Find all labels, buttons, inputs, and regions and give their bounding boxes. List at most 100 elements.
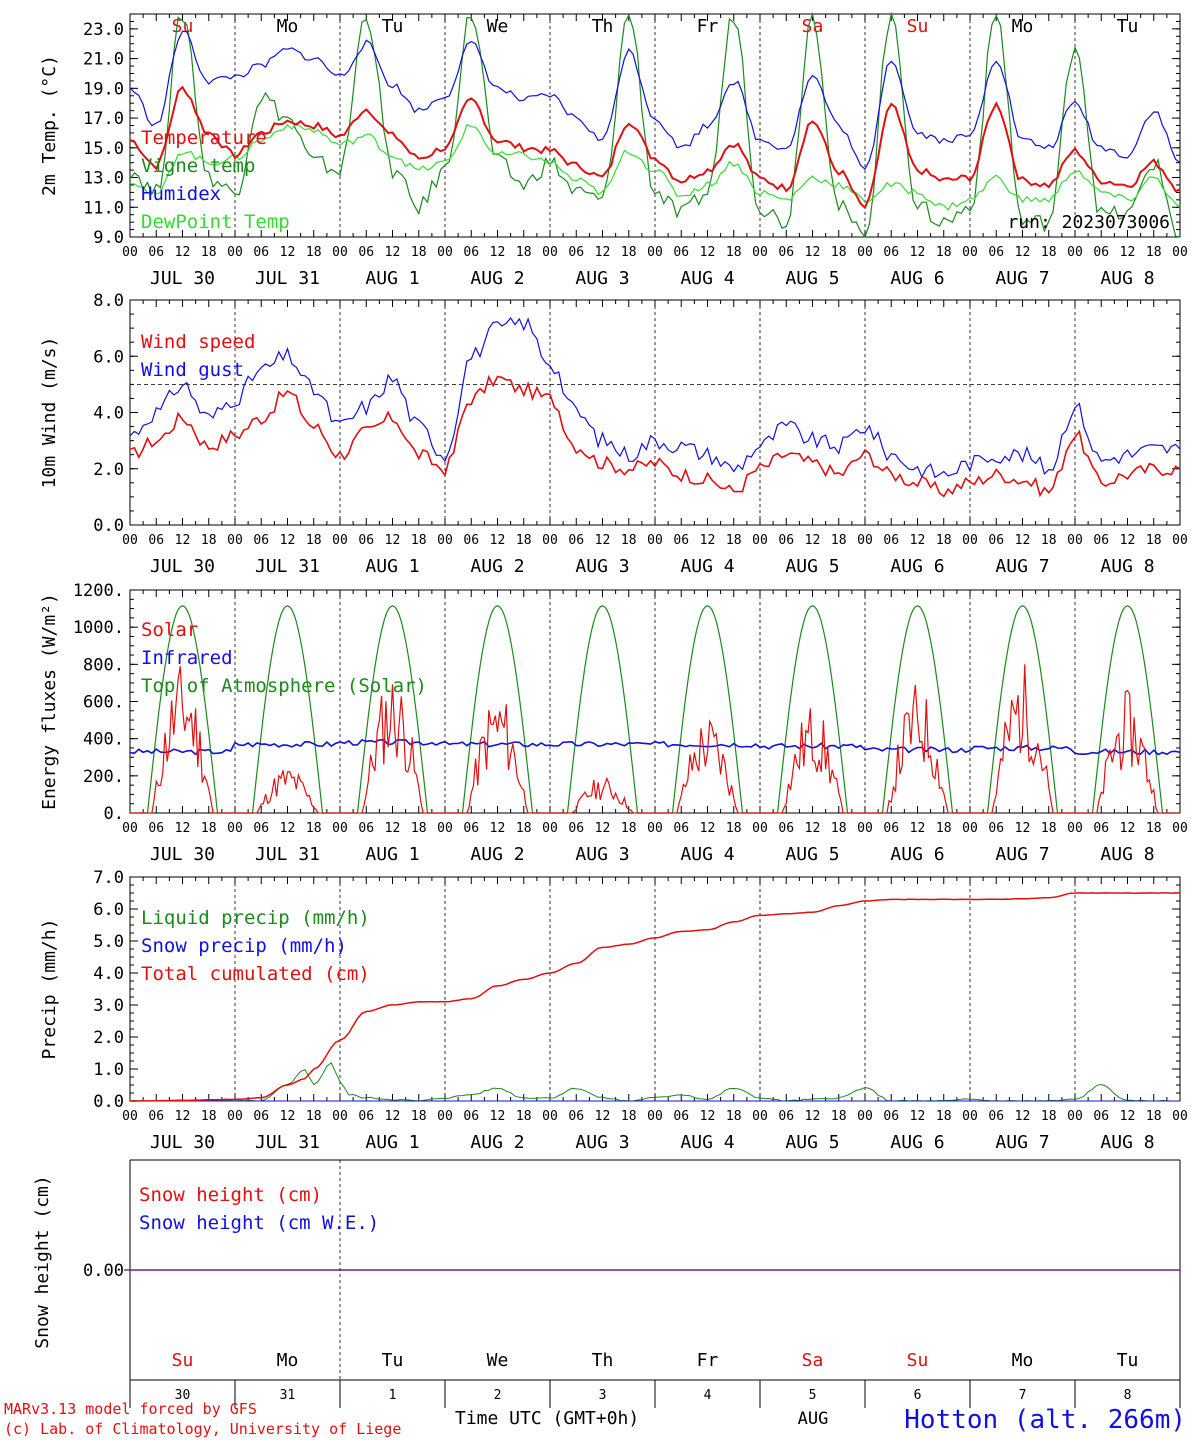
- legend-total-cumulated-cm-: Total cumulated (cm): [141, 963, 370, 985]
- hour-tick-label: 12: [280, 245, 296, 260]
- hour-tick-label: 06: [253, 533, 269, 548]
- panel-2-ytick-label: 200.: [83, 767, 124, 787]
- hour-tick-label: 00: [227, 1109, 243, 1124]
- hour-tick-label: 06: [778, 245, 794, 260]
- hour-tick-label: 18: [621, 245, 637, 260]
- series-infrared-line: [129, 738, 1181, 756]
- panel-2-ytick-label: 400.: [83, 730, 124, 750]
- panel-3-ytick-label: 0.0: [93, 1092, 124, 1112]
- legend-humidex: Humidex: [141, 183, 221, 205]
- hour-tick-label: 12: [1120, 821, 1136, 836]
- hour-tick-label: 18: [516, 533, 532, 548]
- legend-vigne-temp: Vigne temp: [141, 155, 255, 177]
- hour-tick-label: 00: [227, 821, 243, 836]
- hour-tick-label: 06: [988, 245, 1004, 260]
- series-humidex-line: [129, 30, 1181, 171]
- legend-snow-height-cm-w-e-: Snow height (cm W.E.): [139, 1212, 379, 1234]
- panel-1-ytick-label: 4.0: [93, 404, 124, 424]
- legend-temperature: Temperature: [141, 127, 267, 149]
- hour-tick-label: 18: [831, 533, 847, 548]
- panel-2-ytick-label: 800.: [83, 655, 124, 675]
- hour-tick-label: 06: [463, 245, 479, 260]
- day-label: AUG 6: [890, 556, 944, 577]
- hour-tick-label: 00: [647, 821, 663, 836]
- hour-tick-label: 18: [1041, 1109, 1057, 1124]
- day-number-label: 6: [914, 1388, 922, 1403]
- day-label: AUG 8: [1100, 1132, 1154, 1153]
- panel-3-ytick-label: 3.0: [93, 996, 124, 1016]
- hour-tick-label: 12: [595, 1109, 611, 1124]
- legend-wind-speed: Wind speed: [141, 331, 255, 353]
- hour-tick-label: 00: [1172, 245, 1188, 260]
- day-label: JUL 31: [255, 844, 320, 865]
- hour-tick-label: 18: [201, 1109, 217, 1124]
- panel-2-ytick-label: 1200.: [73, 581, 124, 601]
- panel-3-ylabel: Precip (mm/h): [39, 919, 60, 1060]
- hour-tick-label: 00: [752, 533, 768, 548]
- weekday-bottom-label: Th: [592, 1350, 614, 1371]
- panel-0-ytick-label: 21.0: [83, 50, 124, 70]
- day-label: AUG 6: [890, 1132, 944, 1153]
- hour-tick-label: 00: [542, 245, 558, 260]
- hour-tick-label: 18: [831, 245, 847, 260]
- legend-liquid-precip-mm-h-: Liquid precip (mm/h): [141, 907, 370, 929]
- hour-tick-label: 18: [516, 245, 532, 260]
- hour-tick-label: 06: [358, 821, 374, 836]
- hour-tick-label: 12: [280, 533, 296, 548]
- weekday-top-label: We: [487, 16, 509, 37]
- hour-tick-label: 00: [1172, 821, 1188, 836]
- hour-tick-label: 06: [988, 821, 1004, 836]
- day-label: AUG 5: [785, 268, 839, 289]
- series-vigne-temp-line: [129, 11, 1181, 239]
- hour-tick-label: 00: [857, 1109, 873, 1124]
- hour-tick-label: 12: [1120, 245, 1136, 260]
- hour-tick-label: 18: [831, 1109, 847, 1124]
- day-label: AUG 6: [890, 844, 944, 865]
- panel-0-ytick-label: 15.0: [83, 139, 124, 159]
- hour-tick-label: 12: [595, 245, 611, 260]
- weekday-top-label: Sa: [802, 16, 824, 37]
- panel-1-ylabel: 10m Wind (m/s): [39, 337, 60, 489]
- hour-tick-label: 00: [1067, 821, 1083, 836]
- hour-tick-label: 06: [673, 245, 689, 260]
- panel-4-ylabel: Snow height (cm): [32, 1175, 53, 1348]
- hour-tick-label: 00: [752, 821, 768, 836]
- credit-line-2: (c) Lab. of Climatology, University of L…: [4, 1420, 401, 1438]
- panel-0-ytick-label: 19.0: [83, 79, 124, 99]
- hour-tick-label: 18: [516, 1109, 532, 1124]
- hour-tick-label: 06: [253, 821, 269, 836]
- weekday-top-label: Th: [592, 16, 614, 37]
- hour-tick-label: 06: [568, 821, 584, 836]
- panel-3-ytick-label: 7.0: [93, 868, 124, 888]
- hour-tick-label: 06: [673, 1109, 689, 1124]
- hour-tick-label: 12: [1120, 1109, 1136, 1124]
- hour-tick-label: 12: [910, 245, 926, 260]
- day-label: AUG 4: [680, 556, 734, 577]
- hour-tick-label: 06: [148, 821, 164, 836]
- day-label: AUG 3: [575, 1132, 629, 1153]
- hour-tick-label: 18: [306, 821, 322, 836]
- hour-tick-label: 06: [568, 245, 584, 260]
- hour-tick-label: 06: [883, 245, 899, 260]
- hour-tick-label: 06: [883, 533, 899, 548]
- hour-tick-label: 06: [463, 533, 479, 548]
- series-dewpoint-temp-line: [129, 122, 1181, 211]
- day-label: AUG 4: [680, 844, 734, 865]
- weekday-bottom-label: Su: [907, 1350, 929, 1371]
- hour-tick-label: 06: [1093, 533, 1109, 548]
- weekday-bottom-label: We: [487, 1350, 509, 1371]
- hour-tick-label: 12: [175, 245, 191, 260]
- hour-tick-label: 12: [700, 533, 716, 548]
- hour-tick-label: 06: [778, 533, 794, 548]
- panel-0-ylabel: 2m Temp. (°C): [39, 55, 60, 196]
- day-label: AUG 5: [785, 556, 839, 577]
- panel-2-ylabel: Energy fluxes (W/m²): [39, 593, 60, 810]
- hour-tick-label: 00: [437, 1109, 453, 1124]
- hour-tick-label: 00: [332, 533, 348, 548]
- hour-tick-label: 12: [595, 821, 611, 836]
- hour-tick-label: 18: [306, 245, 322, 260]
- hour-tick-label: 06: [568, 1109, 584, 1124]
- day-number-label: 30: [175, 1388, 191, 1403]
- hour-tick-label: 00: [122, 245, 138, 260]
- hour-tick-label: 12: [910, 533, 926, 548]
